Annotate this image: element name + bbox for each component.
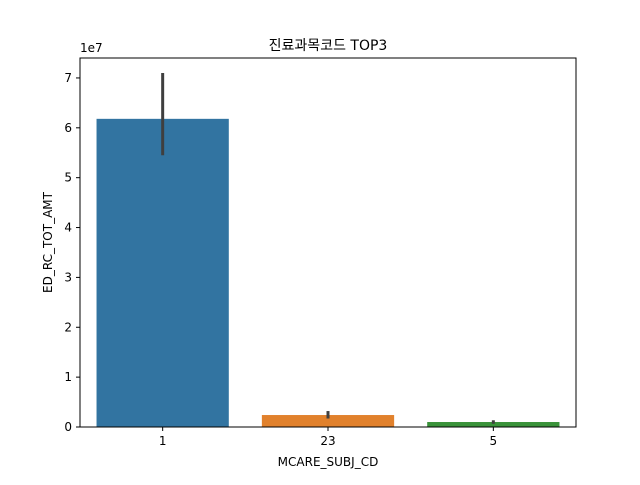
y-tick-label-3: 3	[64, 270, 72, 284]
plot-area-frame	[79, 57, 577, 428]
bar-23	[261, 415, 395, 427]
chart-title: 진료과목코드 TOP3	[269, 38, 388, 54]
error-bars-group	[161, 72, 495, 424]
x-tick-label-1: 1	[159, 434, 167, 448]
y-axis-offset-text: 1e7	[80, 41, 103, 55]
bars-group	[96, 118, 560, 427]
y-tick-label-5: 5	[64, 171, 72, 185]
y-tick-label-7: 7	[64, 71, 72, 85]
y-tick-label-1: 1	[64, 370, 72, 384]
bar-1	[96, 118, 229, 427]
y-axis-ticks: 0 1 2 3 4 5 6 7	[64, 71, 80, 434]
y-tick-label-6: 6	[64, 121, 72, 135]
y-tick-label-2: 2	[64, 320, 72, 334]
y-tick-label-4: 4	[64, 221, 72, 235]
x-tick-label-5: 5	[490, 434, 498, 448]
bar-5	[427, 422, 560, 427]
x-axis-ticks: 1 23 5	[159, 427, 497, 448]
x-axis-label: MCARE_SUBJ_CD	[278, 455, 379, 469]
y-tick-label-0: 0	[64, 420, 72, 434]
x-tick-label-23: 23	[320, 434, 335, 448]
y-axis-label: ED_RC_TOT_AMT	[41, 191, 55, 293]
